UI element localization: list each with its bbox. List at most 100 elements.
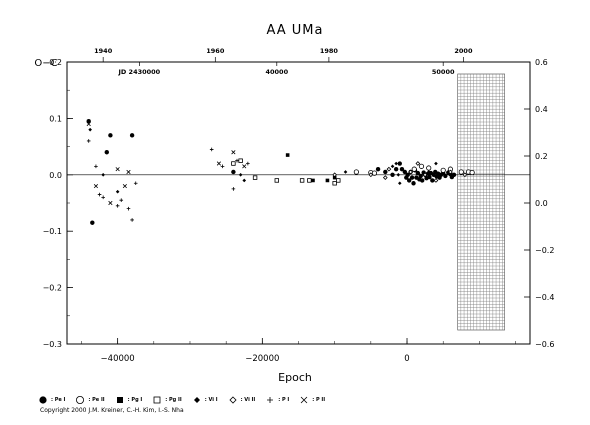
data-point (390, 172, 395, 177)
data-point (332, 175, 337, 180)
data-point (396, 173, 401, 177)
data-point (235, 158, 239, 163)
data-point (411, 166, 417, 172)
year-tick-label: 1980 (320, 47, 339, 55)
right-y-tick-label: 0.2 (535, 152, 548, 161)
legend-label: : P I (278, 397, 290, 403)
data-point (415, 170, 421, 176)
data-point (307, 178, 312, 183)
data-point (238, 173, 243, 177)
data-point (332, 172, 338, 178)
data-point (130, 218, 134, 222)
data-point (433, 178, 439, 183)
series-pg-i (285, 153, 337, 183)
y-tick-label: −0.3 (43, 340, 62, 349)
data-point (90, 220, 95, 225)
data-point (311, 178, 315, 183)
y-tick-label: 0.1 (49, 114, 62, 123)
right-y-tick-label: 0.0 (535, 199, 548, 208)
data-point (133, 181, 138, 186)
data-point (405, 172, 410, 177)
data-point (397, 161, 402, 166)
data-point (375, 166, 381, 172)
legend-label: : Pg I (127, 397, 143, 403)
legend-symbol (116, 397, 123, 403)
legend-marker (153, 396, 161, 404)
legend-label: : Vi I (204, 397, 218, 403)
data-point (126, 206, 131, 211)
right-y-tick-label: 0.6 (535, 58, 548, 67)
data-point (274, 178, 279, 183)
data-point (418, 163, 425, 169)
data-point (94, 164, 98, 169)
data-point (409, 175, 415, 180)
data-point (115, 167, 120, 172)
data-point (336, 178, 341, 183)
legend-marker (193, 397, 200, 403)
legend-item: : Pg I (115, 395, 143, 405)
data-point (343, 170, 348, 174)
series-vi-i (88, 127, 438, 194)
data-point (115, 204, 120, 208)
data-point (448, 169, 453, 175)
legend-item: : P II (299, 395, 325, 405)
legend-marker (76, 396, 85, 404)
legend-marker (267, 397, 274, 403)
legend-item: : Pg II (152, 395, 182, 405)
data-point (88, 127, 92, 132)
data-point (386, 166, 392, 172)
series-pg-ii (231, 158, 341, 186)
y-tick-label: 0.0 (49, 171, 62, 180)
legend-item: : Vi II (228, 395, 256, 405)
data-point (101, 173, 105, 177)
data-point (430, 178, 435, 183)
data-point (420, 178, 425, 183)
y-axis-label: O−C (34, 58, 57, 69)
data-point (126, 169, 131, 175)
data-point (434, 161, 438, 166)
data-point (408, 169, 413, 175)
y-tick-label: 0·2 (49, 58, 62, 67)
data-point (231, 161, 236, 166)
data-point (397, 181, 402, 186)
legend-label: : P II (312, 397, 326, 403)
data-point (86, 119, 91, 124)
right-y-tick-label: −0.6 (535, 340, 554, 349)
legend-symbol (76, 396, 85, 404)
data-point (220, 164, 225, 169)
data-point (93, 183, 99, 189)
data-point (325, 178, 330, 183)
data-point (426, 165, 432, 171)
data-point (371, 170, 378, 176)
data-point (238, 158, 243, 163)
data-point (231, 187, 236, 191)
data-point (332, 181, 337, 186)
data-point (86, 121, 91, 127)
right-y-tick-label: −0.2 (535, 246, 554, 255)
year-tick-label: 1960 (206, 47, 225, 55)
data-point (390, 164, 395, 169)
jd-tick-label: 40000 (265, 68, 288, 76)
legend-label: : Vi II (240, 397, 256, 403)
data-point (440, 167, 446, 173)
data-point (122, 183, 127, 189)
series-vi-ii (332, 161, 468, 183)
data-point (104, 150, 109, 155)
data-point (426, 170, 431, 174)
hatched-region (457, 73, 505, 331)
legend-marker (116, 397, 123, 403)
legend-marker (39, 396, 47, 404)
data-point (108, 200, 113, 206)
data-point (418, 173, 423, 179)
series-p-ii (86, 121, 247, 206)
data-point (285, 153, 290, 157)
data-point (231, 169, 236, 175)
data-point (458, 169, 464, 175)
year-tick-label: 1940 (94, 47, 113, 55)
legend-marker (228, 396, 237, 404)
data-point (443, 173, 448, 179)
series-pe-i (86, 119, 457, 225)
data-point (406, 178, 412, 183)
data-point (209, 147, 214, 152)
copyright-notice: Copyright 2000 J.M. Kreiner, C.-H. Kim, … (40, 407, 184, 414)
